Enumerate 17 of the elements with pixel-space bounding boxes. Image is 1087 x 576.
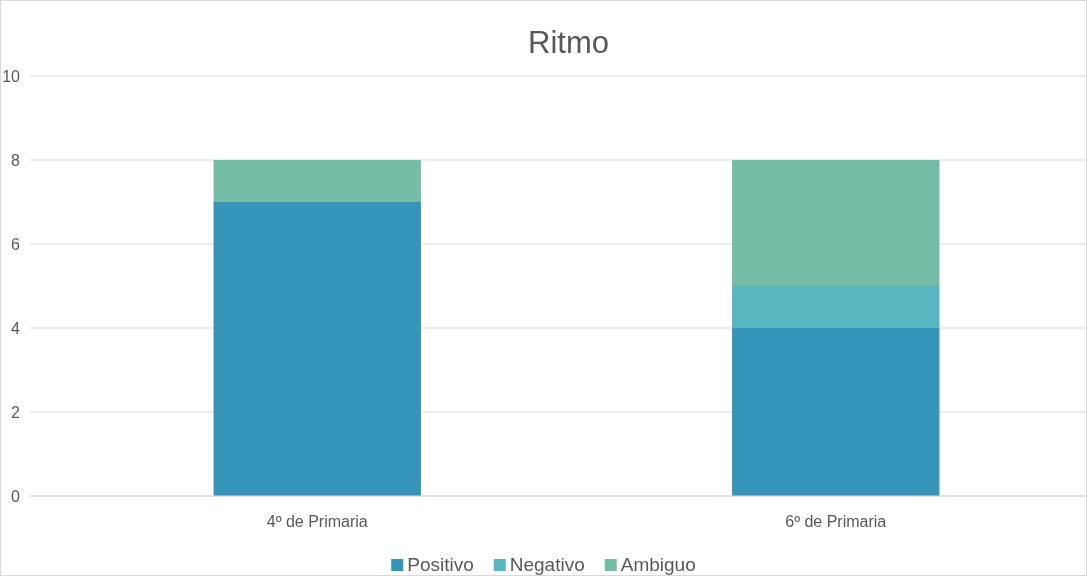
bar [732,160,940,286]
x-tick-label: 6º de Primaria [785,513,887,531]
y-tick-label: 0 [11,487,21,505]
legend-label: Negativo [509,554,585,575]
y-tick-label: 10 [2,67,21,85]
y-tick-label: 6 [11,235,21,253]
bar [732,328,940,496]
y-tick-label: 2 [11,403,21,421]
bar [213,202,421,496]
x-tick-label: 4º de Primaria [266,513,368,531]
bar [732,286,940,328]
y-tick-label: 4 [11,319,21,337]
legend-label: Positivo [407,554,474,575]
y-tick-label: 8 [11,151,21,169]
legend-label: Ambiguo [620,554,696,575]
bar [213,160,421,202]
chart-title: Ritmo [528,25,609,60]
